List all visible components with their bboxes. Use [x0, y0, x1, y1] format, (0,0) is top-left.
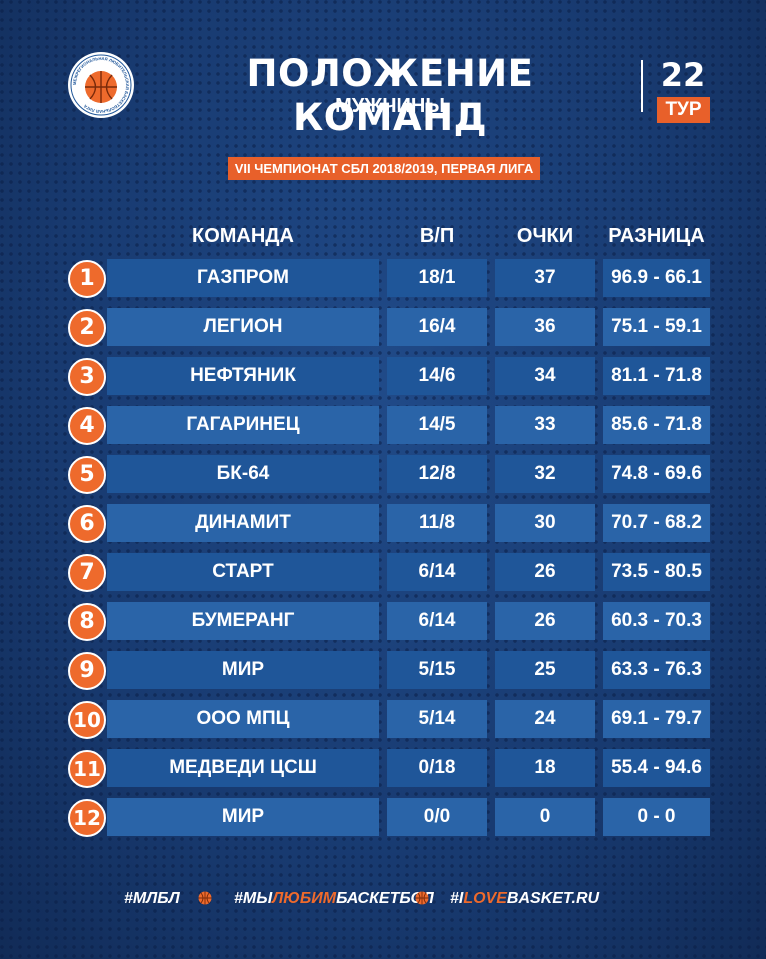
team-name: ГАГАРИНЕЦ — [107, 406, 379, 444]
round-label: ТУР — [657, 97, 710, 123]
league-banner: VII ЧЕМПИОНАТ СБЛ 2018/2019, ПЕРВАЯ ЛИГА — [228, 157, 540, 180]
hashtag-part: БАСКЕТБОЛ — [336, 890, 434, 907]
points: 36 — [495, 308, 595, 346]
team-name: МЕДВЕДИ ЦСШ — [107, 749, 379, 787]
win-loss: 14/6 — [387, 357, 487, 395]
table-row: 4 ГАГАРИНЕЦ 14/5 33 85.6 - 71.8 — [0, 406, 766, 445]
score-diff: 81.1 - 71.8 — [603, 357, 710, 395]
hashtag-part: #I — [450, 890, 464, 907]
score-diff: 75.1 - 59.1 — [603, 308, 710, 346]
hashtag-ilovebasket: #ILOVEBASKET.RU — [450, 886, 599, 912]
team-name: БК-64 — [107, 455, 379, 493]
header-diff: РАЗНИЦА — [608, 225, 705, 247]
rank-badge: 7 — [68, 554, 106, 592]
rank-badge: 11 — [68, 750, 106, 788]
hashtag-highlight: ЛЮБИМ — [272, 890, 337, 907]
points: 37 — [495, 259, 595, 297]
team-name: НЕФТЯНИК — [107, 357, 379, 395]
header-points: ОЧКИ — [516, 225, 574, 247]
hashtag-part: #МЫ — [234, 890, 273, 907]
basketball-icon — [415, 891, 429, 905]
basketball-icon — [198, 891, 212, 905]
win-loss: 5/15 — [387, 651, 487, 689]
team-name: МИР — [107, 651, 379, 689]
points: 32 — [495, 455, 595, 493]
team-name: ООО МПЦ — [107, 700, 379, 738]
table-row: 11 МЕДВЕДИ ЦСШ 0/18 18 55.4 - 94.6 — [0, 749, 766, 788]
table-row: 8 БУМЕРАНГ 6/14 26 60.3 - 70.3 — [0, 602, 766, 641]
points: 24 — [495, 700, 595, 738]
header-divider — [641, 60, 643, 112]
points: 25 — [495, 651, 595, 689]
points: 26 — [495, 602, 595, 640]
rank-badge: 5 — [68, 456, 106, 494]
hashtag-mlbl: #МЛБЛ — [124, 890, 180, 907]
hashtag-love-basketball: #МЫЛЮБИМБАСКЕТБОЛ — [234, 886, 434, 912]
hashtag-part: BASKET.RU — [506, 890, 600, 907]
points: 30 — [495, 504, 595, 542]
rank-badge: 1 — [68, 260, 106, 298]
score-diff: 70.7 - 68.2 — [603, 504, 710, 542]
header-wl: В/П — [419, 225, 455, 247]
table-row: 1 ГАЗПРОМ 18/1 37 96.9 - 66.1 — [0, 259, 766, 298]
team-name: ГАЗПРОМ — [107, 259, 379, 297]
points: 0 — [495, 798, 595, 836]
team-name: ЛЕГИОН — [107, 308, 379, 346]
table-row: 5 БК-64 12/8 32 74.8 - 69.6 — [0, 455, 766, 494]
table-row: 12 МИР 0/0 0 0 - 0 — [0, 798, 766, 837]
win-loss: 0/18 — [387, 749, 487, 787]
win-loss: 6/14 — [387, 553, 487, 591]
rank-badge: 9 — [68, 652, 106, 690]
score-diff: 85.6 - 71.8 — [603, 406, 710, 444]
table-row: 9 МИР 5/15 25 63.3 - 76.3 — [0, 651, 766, 690]
rank-badge: 6 — [68, 505, 106, 543]
win-loss: 0/0 — [387, 798, 487, 836]
table-row: 6 ДИНАМИТ 11/8 30 70.7 - 68.2 — [0, 504, 766, 543]
round-number: 22 — [660, 56, 706, 94]
rank-badge: 3 — [68, 358, 106, 396]
table-row: 10 ООО МПЦ 5/14 24 69.1 - 79.7 — [0, 700, 766, 739]
rank-badge: 4 — [68, 407, 106, 445]
header-team: КОМАНДА — [191, 225, 294, 247]
points: 18 — [495, 749, 595, 787]
score-diff: 73.5 - 80.5 — [603, 553, 710, 591]
table-row: 2 ЛЕГИОН 16/4 36 75.1 - 59.1 — [0, 308, 766, 347]
team-name: СТАРТ — [107, 553, 379, 591]
score-diff: 55.4 - 94.6 — [603, 749, 710, 787]
team-name: БУМЕРАНГ — [107, 602, 379, 640]
win-loss: 14/5 — [387, 406, 487, 444]
table-row: 7 СТАРТ 6/14 26 73.5 - 80.5 — [0, 553, 766, 592]
score-diff: 69.1 - 79.7 — [603, 700, 710, 738]
win-loss: 11/8 — [387, 504, 487, 542]
points: 26 — [495, 553, 595, 591]
win-loss: 18/1 — [387, 259, 487, 297]
team-name: ДИНАМИТ — [107, 504, 379, 542]
score-diff: 0 - 0 — [603, 798, 710, 836]
score-diff: 60.3 - 70.3 — [603, 602, 710, 640]
win-loss: 5/14 — [387, 700, 487, 738]
win-loss: 12/8 — [387, 455, 487, 493]
rank-badge: 2 — [68, 309, 106, 347]
footer-hashtags: #МЛБЛ #МЫЛЮБИМБАСКЕТБОЛ #ILOVEBASKET.RU — [0, 886, 766, 912]
rank-badge: 8 — [68, 603, 106, 641]
table-row: 3 НЕФТЯНИК 14/6 34 81.1 - 71.8 — [0, 357, 766, 396]
rank-badge: 12 — [68, 799, 106, 837]
score-diff: 74.8 - 69.6 — [603, 455, 710, 493]
win-loss: 16/4 — [387, 308, 487, 346]
score-diff: 63.3 - 76.3 — [603, 651, 710, 689]
team-name: МИР — [107, 798, 379, 836]
league-logo: МЕЖРЕГИОНАЛЬНАЯ ЛЮБИТЕЛЬСКАЯ БАСКЕТБОЛЬН… — [68, 52, 134, 118]
page-title: ПОЛОЖЕНИЕ КОМАНД — [246, 52, 534, 139]
points: 33 — [495, 406, 595, 444]
score-diff: 96.9 - 66.1 — [603, 259, 710, 297]
page-subtitle: МУЖЧИНЫ — [335, 95, 445, 117]
rank-badge: 10 — [68, 701, 106, 739]
hashtag-highlight: LOVE — [463, 890, 507, 907]
win-loss: 6/14 — [387, 602, 487, 640]
points: 34 — [495, 357, 595, 395]
